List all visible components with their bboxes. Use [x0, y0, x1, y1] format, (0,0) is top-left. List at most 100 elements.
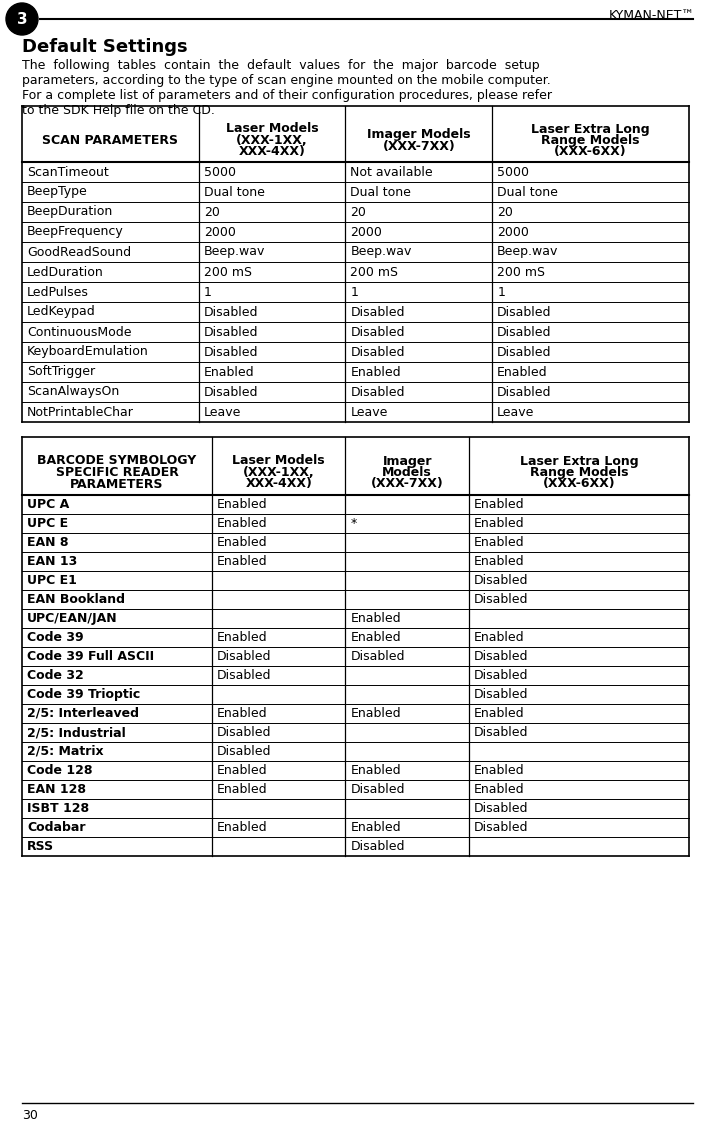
Bar [22, 437, 689, 495]
Text: SCAN PARAMETERS: SCAN PARAMETERS [43, 133, 178, 147]
Text: ScanAlwaysOn: ScanAlwaysOn [27, 386, 119, 398]
Text: Enabled: Enabled [204, 365, 255, 379]
Text: EAN 13: EAN 13 [27, 555, 77, 568]
Text: EAN 8: EAN 8 [27, 536, 68, 549]
Text: Disabled: Disabled [497, 386, 552, 398]
Text: Disabled: Disabled [351, 305, 405, 319]
Text: UPC/EAN/JAN: UPC/EAN/JAN [27, 612, 117, 625]
Text: Code 39: Code 39 [27, 631, 84, 644]
Text: SPECIFIC READER: SPECIFIC READER [55, 466, 178, 480]
Text: 2/5: Industrial: 2/5: Industrial [27, 726, 126, 739]
Text: Enabled: Enabled [217, 821, 268, 834]
Text: Disabled: Disabled [217, 670, 272, 682]
Bar [22, 780, 689, 798]
Bar [22, 761, 689, 780]
Text: Enabled: Enabled [474, 707, 525, 720]
Text: Models: Models [383, 466, 432, 480]
Bar [22, 628, 689, 647]
Text: Disabled: Disabled [204, 386, 258, 398]
Bar [22, 818, 689, 837]
Text: LedPulses: LedPulses [27, 285, 89, 299]
Text: Enabled: Enabled [474, 555, 525, 568]
Text: Enabled: Enabled [474, 517, 525, 530]
Text: Beep.wav: Beep.wav [204, 245, 265, 259]
Text: UPC E: UPC E [27, 517, 68, 530]
Text: Code 39 Full ASCII: Code 39 Full ASCII [27, 650, 154, 663]
Text: Leave: Leave [497, 406, 535, 418]
Text: (XXX-6XX): (XXX-6XX) [542, 477, 615, 491]
Text: Disabled: Disabled [497, 305, 552, 319]
Text: Disabled: Disabled [204, 345, 258, 359]
Text: 200 mS: 200 mS [351, 266, 398, 278]
Text: Disabled: Disabled [474, 650, 528, 663]
Text: Enabled: Enabled [474, 631, 525, 644]
Text: Code 39 Trioptic: Code 39 Trioptic [27, 688, 140, 701]
Text: Enabled: Enabled [217, 783, 268, 796]
Bar [22, 647, 689, 666]
Text: (XXX-1XX,: (XXX-1XX, [243, 466, 314, 480]
Bar [22, 608, 689, 628]
Text: to the SDK Help file on the CD.: to the SDK Help file on the CD. [22, 104, 215, 116]
Text: *: * [351, 517, 357, 530]
Text: BeepType: BeepType [27, 185, 87, 199]
Text: 5000: 5000 [204, 165, 236, 179]
Bar [22, 590, 689, 608]
Text: (XXX-7XX): (XXX-7XX) [383, 140, 455, 153]
Bar [22, 322, 689, 342]
Text: UPC A: UPC A [27, 498, 69, 511]
Text: Disabled: Disabled [497, 326, 552, 338]
Text: BeepFrequency: BeepFrequency [27, 225, 124, 239]
Bar [22, 162, 689, 182]
Text: Enabled: Enabled [351, 821, 401, 834]
Text: Enabled: Enabled [217, 631, 268, 644]
Text: BeepDuration: BeepDuration [27, 206, 113, 218]
Text: Default Settings: Default Settings [22, 38, 188, 57]
Text: parameters, according to the type of scan engine mounted on the mobile computer.: parameters, according to the type of sca… [22, 74, 551, 87]
Bar [22, 242, 689, 262]
Bar [22, 837, 689, 856]
Text: Disabled: Disabled [351, 326, 405, 338]
Bar [22, 685, 689, 703]
Text: UPC E1: UPC E1 [27, 575, 77, 587]
Text: Disabled: Disabled [351, 345, 405, 359]
Bar [22, 202, 689, 222]
Text: Dual tone: Dual tone [204, 185, 264, 199]
Bar [22, 342, 689, 362]
Text: Beep.wav: Beep.wav [351, 245, 412, 259]
Text: Disabled: Disabled [204, 326, 258, 338]
Bar [22, 533, 689, 552]
Text: NotPrintableChar: NotPrintableChar [27, 406, 134, 418]
Bar [22, 742, 689, 761]
Text: Enabled: Enabled [217, 498, 268, 511]
Circle shape [6, 3, 38, 35]
Text: Beep.wav: Beep.wav [497, 245, 559, 259]
Bar [22, 302, 689, 322]
Bar [22, 282, 689, 302]
Text: Disabled: Disabled [351, 650, 405, 663]
Text: Enabled: Enabled [497, 365, 548, 379]
Text: Disabled: Disabled [217, 745, 272, 758]
Text: Enabled: Enabled [217, 555, 268, 568]
Bar [22, 362, 689, 382]
Text: Disabled: Disabled [474, 670, 528, 682]
Bar [22, 703, 689, 723]
Text: Laser Models: Laser Models [232, 455, 325, 467]
Bar [22, 513, 689, 533]
Text: Leave: Leave [204, 406, 241, 418]
Text: Imager: Imager [383, 455, 432, 467]
Text: Laser Extra Long: Laser Extra Long [520, 455, 638, 467]
Text: Disabled: Disabled [474, 593, 528, 606]
Text: 30: 30 [22, 1110, 38, 1122]
Bar [22, 222, 689, 242]
Text: XXX-4XX): XXX-4XX) [239, 146, 306, 158]
Text: Enabled: Enabled [474, 536, 525, 549]
Text: Disabled: Disabled [351, 386, 405, 398]
Text: XXX-4XX): XXX-4XX) [245, 477, 312, 491]
Text: 3: 3 [16, 11, 27, 26]
Text: 5000: 5000 [497, 165, 529, 179]
Text: Laser Extra Long: Laser Extra Long [531, 122, 650, 136]
Bar [22, 798, 689, 818]
Text: Enabled: Enabled [351, 765, 401, 777]
Text: The  following  tables  contain  the  default  values  for  the  major  barcode : The following tables contain the default… [22, 59, 540, 72]
Text: Disabled: Disabled [351, 840, 405, 853]
